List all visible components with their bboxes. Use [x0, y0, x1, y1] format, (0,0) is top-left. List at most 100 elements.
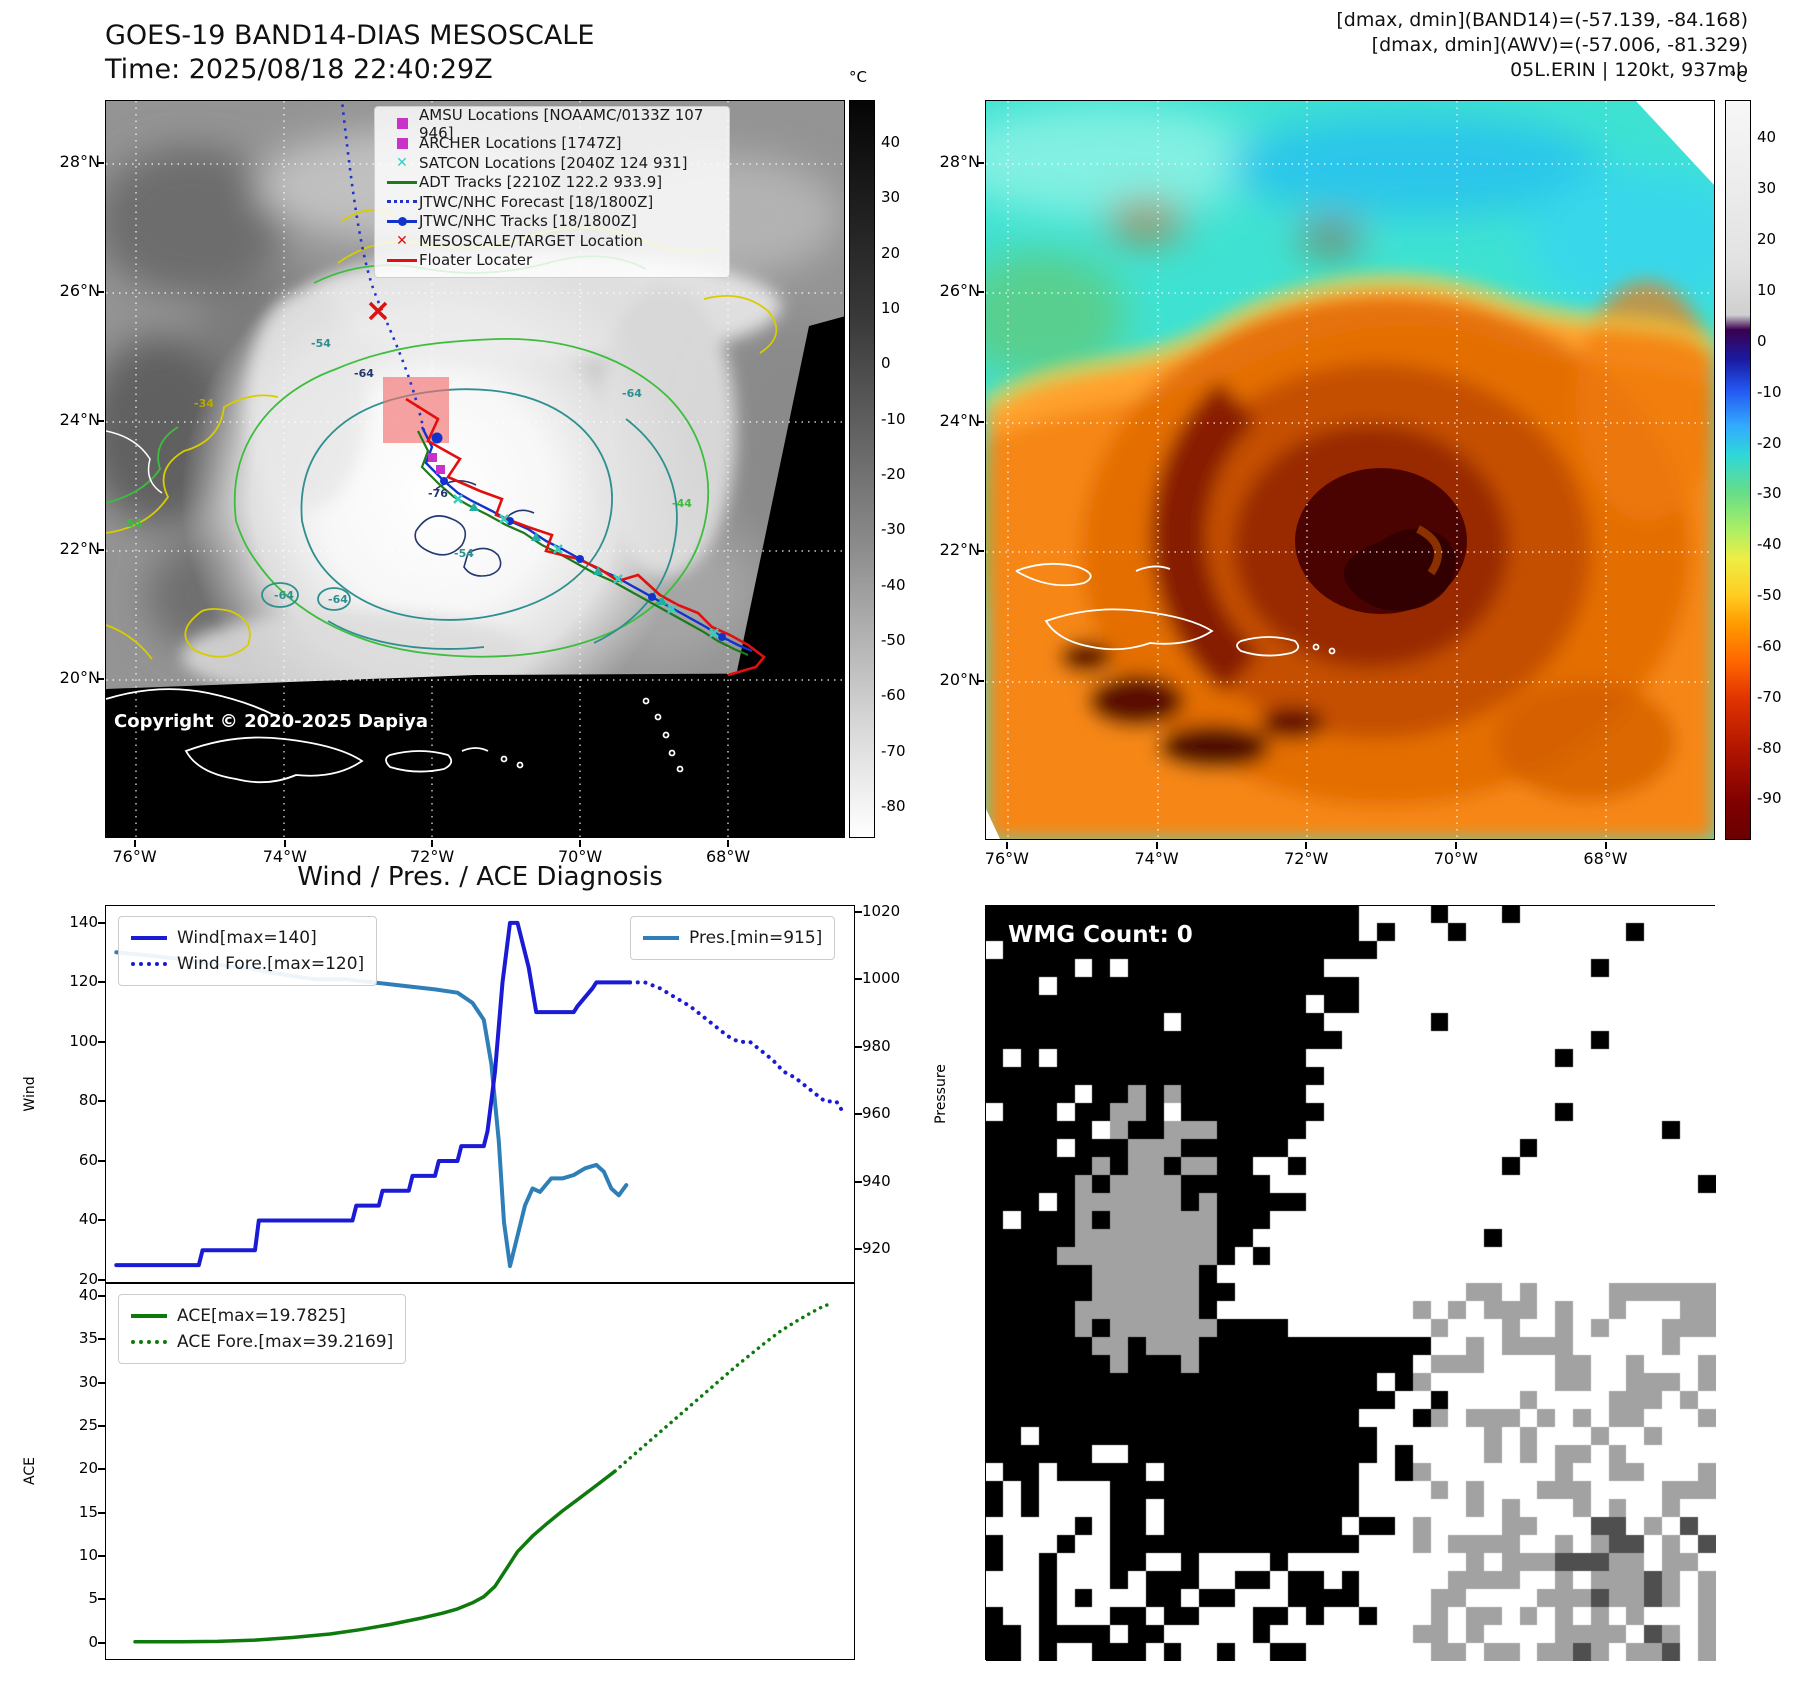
awv-map [985, 100, 1715, 840]
awv-colorbar-tick: 10 [1757, 280, 1777, 299]
eye-highlight [1416, 525, 1443, 576]
colorbar-unit-awv: °C [1729, 68, 1747, 86]
chart-legend-item: ACE Fore.[max=39.2169] [131, 1329, 393, 1355]
panel1-subtitle: Time: 2025/08/18 22:40:29Z [105, 54, 493, 85]
pressure-ytick: 940 [862, 1171, 891, 1190]
wind-ytickmark [98, 1040, 105, 1043]
band14-lat-tickmark [97, 161, 104, 164]
dotted-glyph [387, 200, 417, 204]
wind-ytick: 40 [78, 1210, 98, 1229]
series-ACE Fore.[max=39.2169] [613, 1301, 835, 1473]
line-glyph [387, 258, 417, 262]
band14-lat-tick: 24°N [59, 410, 100, 430]
readout-line: 05L.ERIN | 120kt, 937mb [1510, 59, 1748, 82]
wind-legend: Wind[max=140] Wind Fore.[max=120] [118, 916, 378, 986]
ace-ytickmark [98, 1641, 105, 1644]
ace-legend: ACE[max=19.7825] ACE Fore.[max=39.2169] [118, 1294, 407, 1364]
contour-label: -54 [122, 517, 142, 530]
band14-colorbar-tick: -10 [881, 409, 906, 428]
awv-colorbar-tick: 0 [1757, 331, 1767, 350]
awv-lat-tick: 22°N [939, 540, 980, 560]
swath-edge-bottom [986, 809, 1001, 839]
ace-ytickmark [98, 1598, 105, 1601]
awv-lon-tick: 72°W [1284, 849, 1329, 868]
map-legend-label: ADT Tracks [2210Z 122.2 933.9] [419, 173, 663, 192]
pressure-ytick: 920 [862, 1239, 891, 1258]
wind-ytick: 120 [69, 972, 98, 991]
square-marker-icon [385, 137, 419, 149]
band14-lon-tickmark [283, 840, 286, 847]
map-legend-item: ARCHER Locations [1747Z] [385, 134, 719, 154]
wind-ytickmark [98, 921, 105, 924]
wind-ytick: 100 [69, 1031, 98, 1050]
satcon-triangles [469, 502, 667, 605]
awv-colorbar-tick: 30 [1757, 179, 1777, 198]
awv-lon-tickmark [1454, 842, 1457, 849]
dotted-marker-icon [385, 200, 419, 204]
band14-lat-tickmark [97, 290, 104, 293]
contour-label: -64 [622, 387, 642, 400]
copyright-text: Copyright © 2020-2025 Dapiya [114, 711, 429, 732]
chart-legend-label: ACE Fore.[max=39.2169] [177, 1332, 394, 1352]
ace-axis-label: ACE [22, 1457, 38, 1485]
readout-line: [dmax, dmin](BAND14)=(-57.139, -84.168) [1336, 9, 1748, 31]
wind-axis-label: Wind [22, 1076, 38, 1112]
pressure-axis-label: Pressure [933, 1064, 949, 1124]
chart-legend-label: Pres.[min=915] [689, 928, 823, 948]
eye-swirl [1343, 528, 1456, 611]
ace-ytick: 10 [78, 1546, 98, 1564]
square-marker-icon [385, 118, 419, 130]
map-legend-item: Floater Locater [385, 251, 719, 271]
ace-ytick: 40 [78, 1286, 98, 1304]
map-legend-item: JTWC/NHC Tracks [18/1800Z] [385, 212, 719, 232]
no-data-wedge [736, 316, 844, 679]
amsu-archer-markers [428, 453, 445, 474]
pressure-ytickmark [855, 978, 862, 981]
solid-line-sample [643, 936, 679, 940]
ace-ytick: 35 [78, 1329, 98, 1348]
solid-line-sample [131, 1314, 167, 1318]
pressure-ytickmark [855, 1045, 862, 1048]
map-legend-label: AMSU Locations [NOAAMC/0133Z 107 946] [419, 105, 704, 142]
contour-label: -54 [311, 337, 331, 350]
contour-label: -34 [194, 397, 214, 410]
awv-lon-tick: 74°W [1134, 849, 1179, 868]
x-marker-icon: ✕ [385, 156, 419, 170]
awv-lat-tick: 26°N [939, 281, 980, 301]
pressure-legend: Pres.[min=915] [630, 916, 836, 960]
ace-ytick: 5 [88, 1589, 98, 1608]
band14-lat-tick: 28°N [59, 151, 100, 171]
wmg-count-label: WMG Count: 0 [1008, 922, 1193, 948]
awv-colorbar-tick: -20 [1757, 433, 1782, 452]
wind-ytick: 60 [78, 1150, 98, 1169]
awv-lat-tickmark [977, 679, 984, 682]
band14-colorbar-tick: -60 [881, 686, 906, 705]
wind-ytickmark [98, 1100, 105, 1103]
readout-line: [dmax, dmin](AWV)=(-57.006, -81.329) [1371, 34, 1748, 57]
awv-colorbar-tick: -60 [1757, 636, 1782, 655]
graticule [986, 101, 1714, 839]
awv-colorbar-tick: 20 [1757, 230, 1777, 249]
diagnosis-title: Wind / Pres. / ACE Diagnosis [297, 862, 663, 892]
band14-map: AMSU Locations [NOAAMC/0133Z 107 946] ARC… [105, 100, 845, 838]
no-data-bottom [106, 673, 844, 837]
ace-ytick: 0 [88, 1632, 98, 1651]
pressure-ytickmark [855, 1180, 862, 1183]
band14-colorbar-tick: -30 [881, 520, 906, 539]
contour-label: -76 [428, 487, 448, 500]
pressure-ytickmark [855, 1113, 862, 1116]
ace-ytickmark [98, 1338, 105, 1341]
band14-lat-tickmark [97, 420, 104, 423]
wind-ytick: 80 [78, 1091, 98, 1110]
pressure-ytick: 1020 [862, 901, 901, 920]
contour-label: -64 [274, 589, 294, 602]
band14-lon-tick: 72°W [409, 847, 455, 866]
band14-colorbar-tick: -80 [881, 797, 906, 815]
awv-lon-tick: 68°W [1583, 849, 1628, 868]
map-legend-item: ADT Tracks [2210Z 122.2 933.9] [385, 173, 719, 193]
contour-label: -44 [672, 497, 692, 510]
pressure-ytickmark [855, 910, 862, 913]
awv-colorbar-tick: -70 [1757, 687, 1782, 706]
band14-colorbar-tick: 40 [881, 132, 901, 151]
map-legend-item: AMSU Locations [NOAAMC/0133Z 107 946] [385, 106, 719, 142]
